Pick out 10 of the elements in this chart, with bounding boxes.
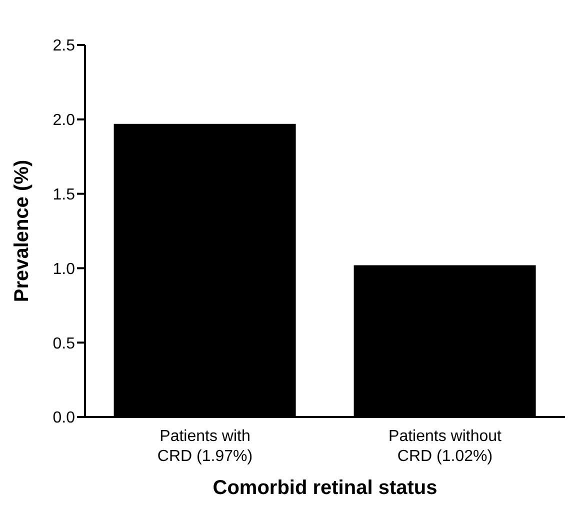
y-axis-title: Prevalence (%) — [11, 160, 33, 302]
y-tick-label: 0.5 — [52, 335, 76, 352]
x-tick-label: Patients without CRD (1.02%) — [388, 428, 502, 465]
x-axis-title: Comorbid retinal status — [212, 477, 438, 499]
y-tick-label: 2.0 — [52, 112, 76, 130]
y-tick-label: 1.5 — [52, 186, 76, 204]
y-tick-label: 0.0 — [52, 410, 76, 427]
y-tick-label: 1.0 — [52, 260, 76, 278]
y-tick-label: 2.5 — [52, 38, 76, 55]
x-tick-label: Patients with CRD (1.97%) — [157, 428, 253, 465]
